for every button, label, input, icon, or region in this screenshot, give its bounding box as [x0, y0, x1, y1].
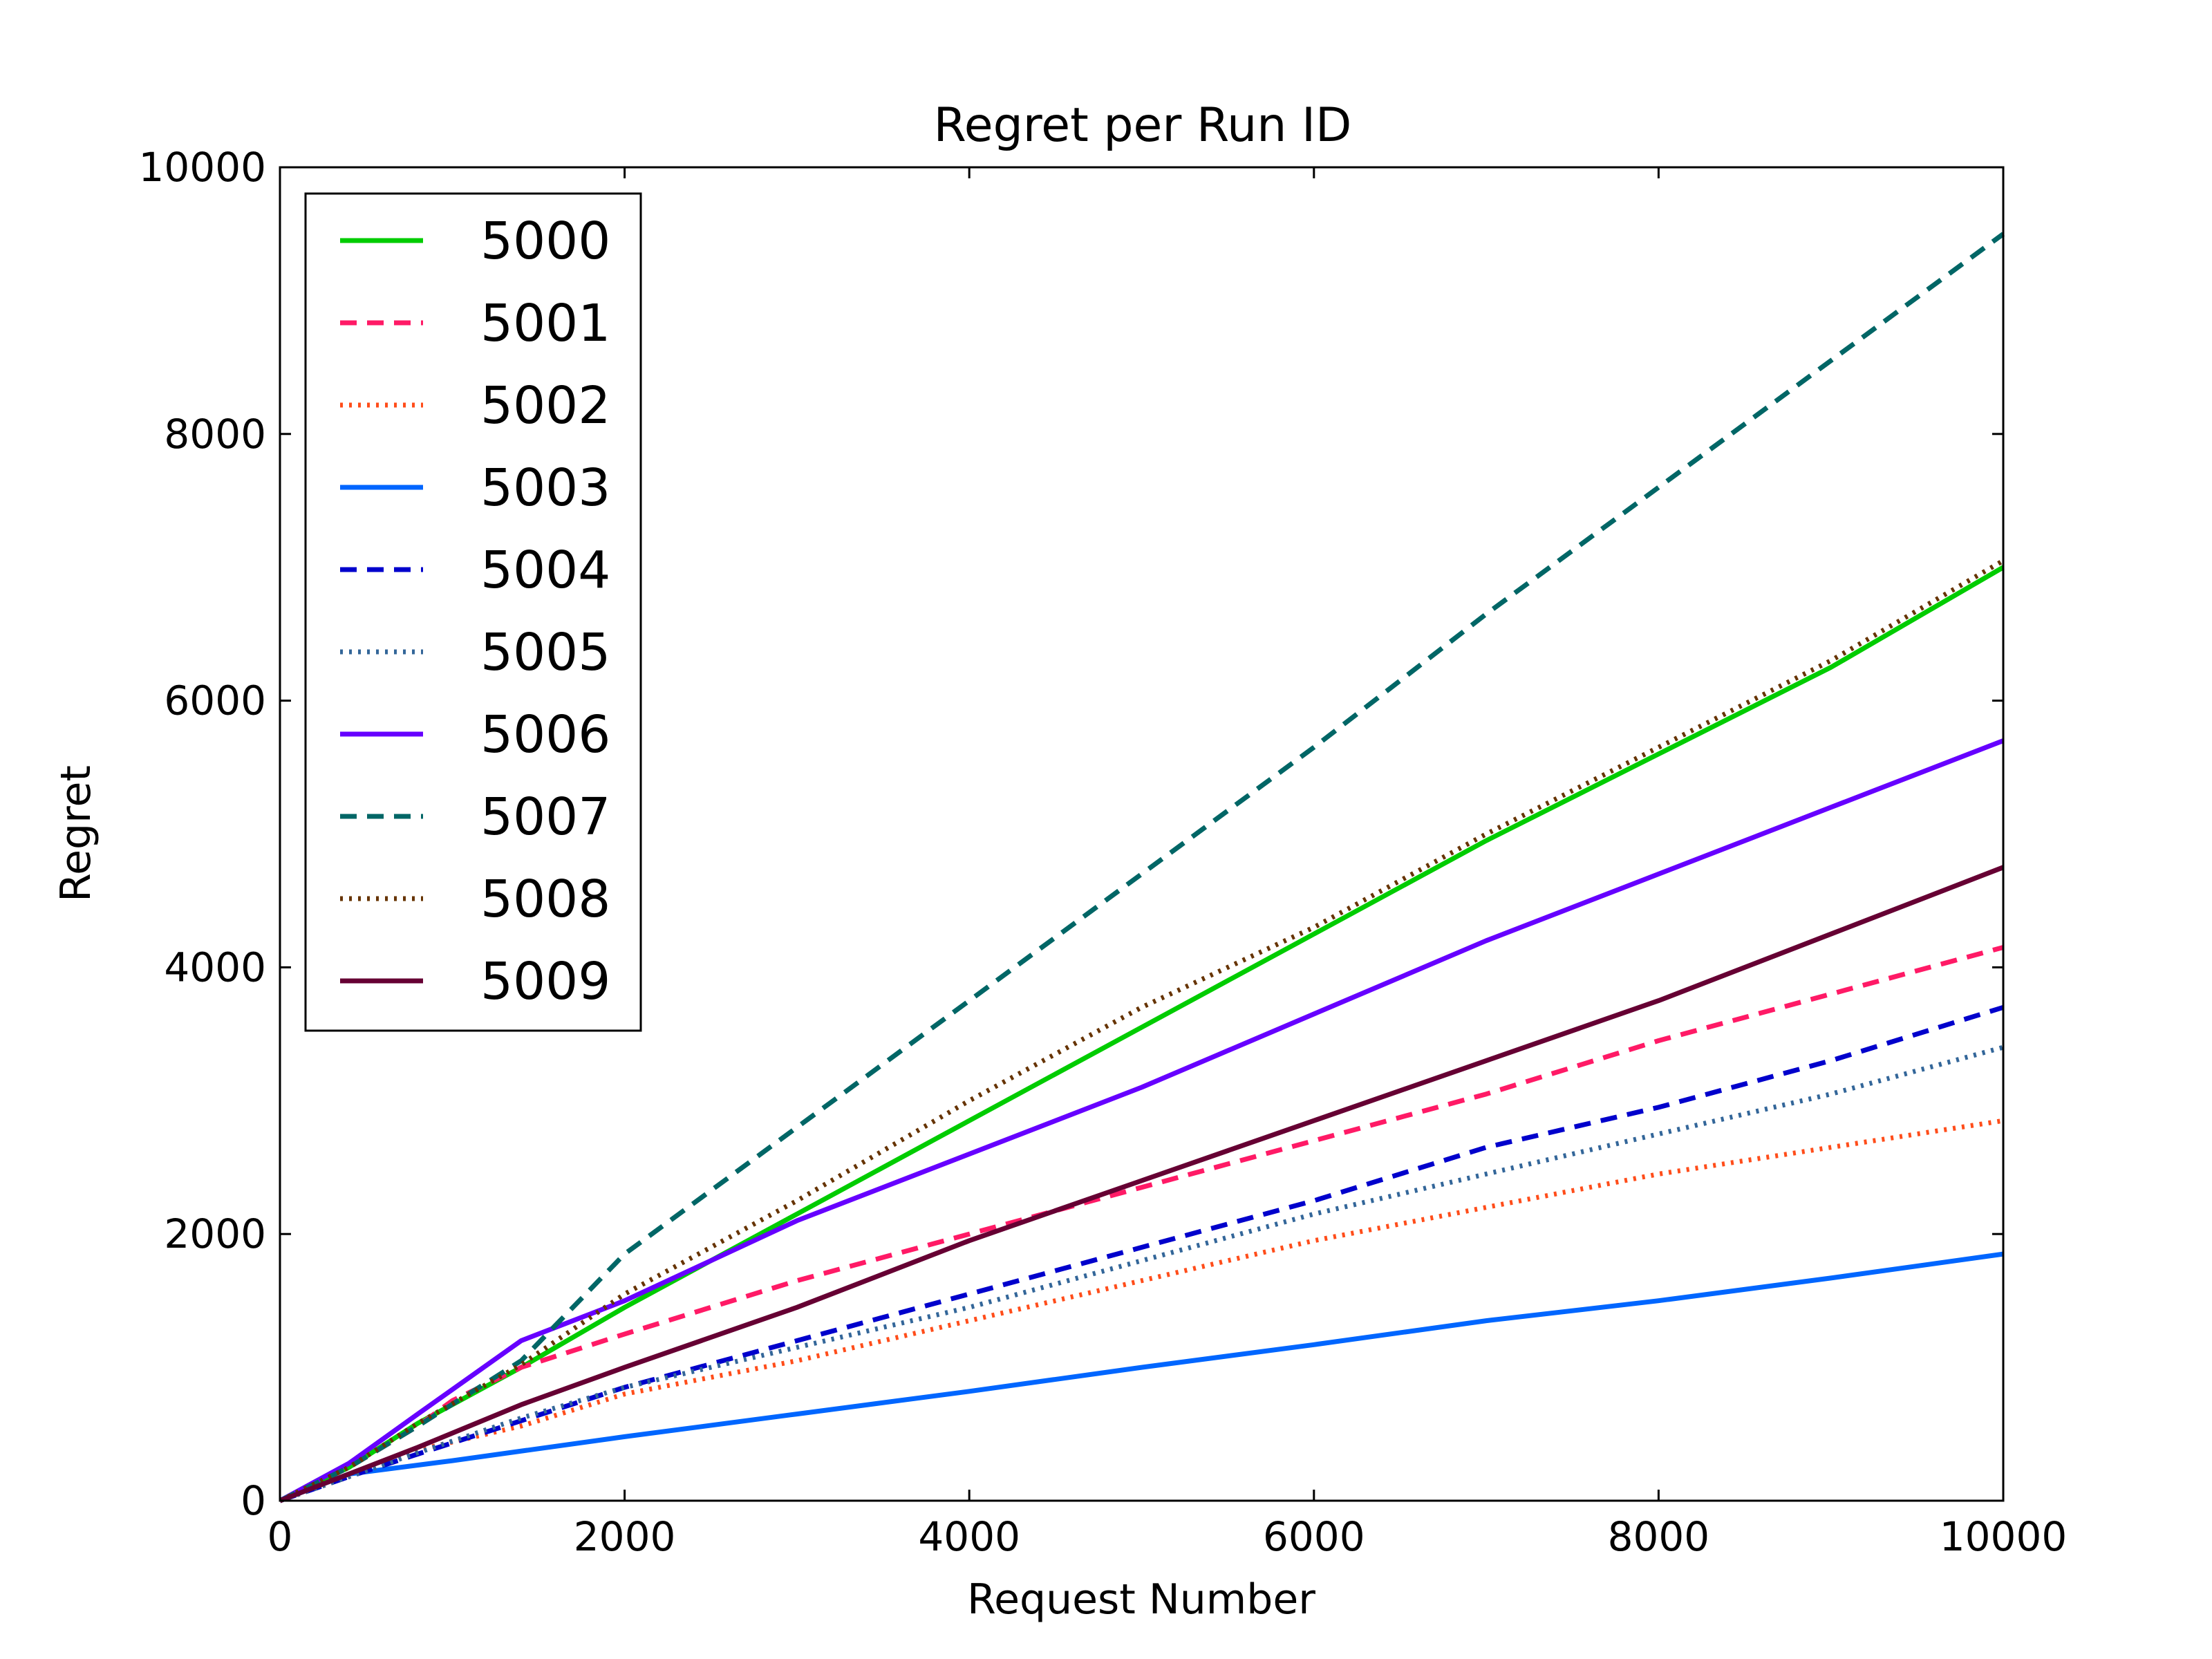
y-axis-label: Regret: [52, 765, 100, 902]
legend-entry-5006: 5006: [340, 705, 610, 765]
series-layer: [279, 232, 2005, 1503]
legend-label: 5004: [480, 541, 610, 600]
legend-label: 5008: [480, 870, 610, 929]
y-tick-label: 4000: [164, 944, 266, 991]
legend-entry-5005: 5005: [340, 623, 610, 682]
series-line-5000: [279, 565, 2005, 1503]
legend-entry-5009: 5009: [340, 952, 610, 1011]
legend-label: 5003: [480, 458, 610, 518]
legend: 5000 5001 5002 5003 5004 5005 5006 5007 5008 5009: [304, 192, 642, 1032]
x-tick-label: 4000: [918, 1513, 1020, 1560]
legend-entry-5004: 5004: [340, 541, 610, 600]
legend-label: 5007: [480, 787, 610, 847]
legend-items: 5000 5001 5002 5003 5004 5005 5006 5007 5008 5009: [340, 212, 610, 1011]
y-tick-label: 6000: [164, 677, 266, 724]
legend-entry-5000: 5000: [340, 212, 610, 271]
y-tick-label: 10000: [138, 144, 266, 191]
legend-label: 5000: [480, 212, 610, 271]
y-tick-label: 8000: [164, 411, 266, 458]
y-tick-label: 0: [241, 1477, 266, 1524]
x-tick-label: 6000: [1263, 1513, 1365, 1560]
plot-frame: [279, 166, 2005, 1502]
series-line-5003: [279, 1251, 2004, 1503]
series-line-5009: [279, 865, 2005, 1503]
x-tick-label: 8000: [1608, 1513, 1710, 1560]
legend-entry-5001: 5001: [340, 294, 610, 353]
legend-entry-5008: 5008: [340, 870, 610, 929]
legend-entry-5007: 5007: [340, 787, 610, 847]
chart-title: Regret per Run ID: [934, 98, 1352, 153]
x-tick-label: 10000: [1940, 1513, 2068, 1560]
legend-entry-5002: 5002: [340, 376, 610, 435]
legend-label: 5002: [480, 376, 610, 435]
legend-label: 5009: [480, 952, 610, 1011]
x-tick-label: 2000: [574, 1513, 676, 1560]
legend-label: 5005: [480, 623, 610, 682]
series-line-5005: [279, 1044, 2004, 1503]
series-line-5006: [279, 738, 2005, 1503]
legend-entry-5003: 5003: [340, 458, 610, 518]
x-tick-label: 0: [268, 1513, 293, 1560]
x-axis-label: Request Number: [967, 1575, 1315, 1624]
y-tick-label: 2000: [164, 1210, 266, 1257]
legend-label: 5006: [480, 705, 610, 765]
legend-label: 5001: [480, 294, 610, 353]
ticks-layer: 0 2000 4000 6000 8000 10000 0 2000 4000 6000 8000 1…: [138, 144, 2067, 1560]
legend-frame: [304, 192, 642, 1032]
